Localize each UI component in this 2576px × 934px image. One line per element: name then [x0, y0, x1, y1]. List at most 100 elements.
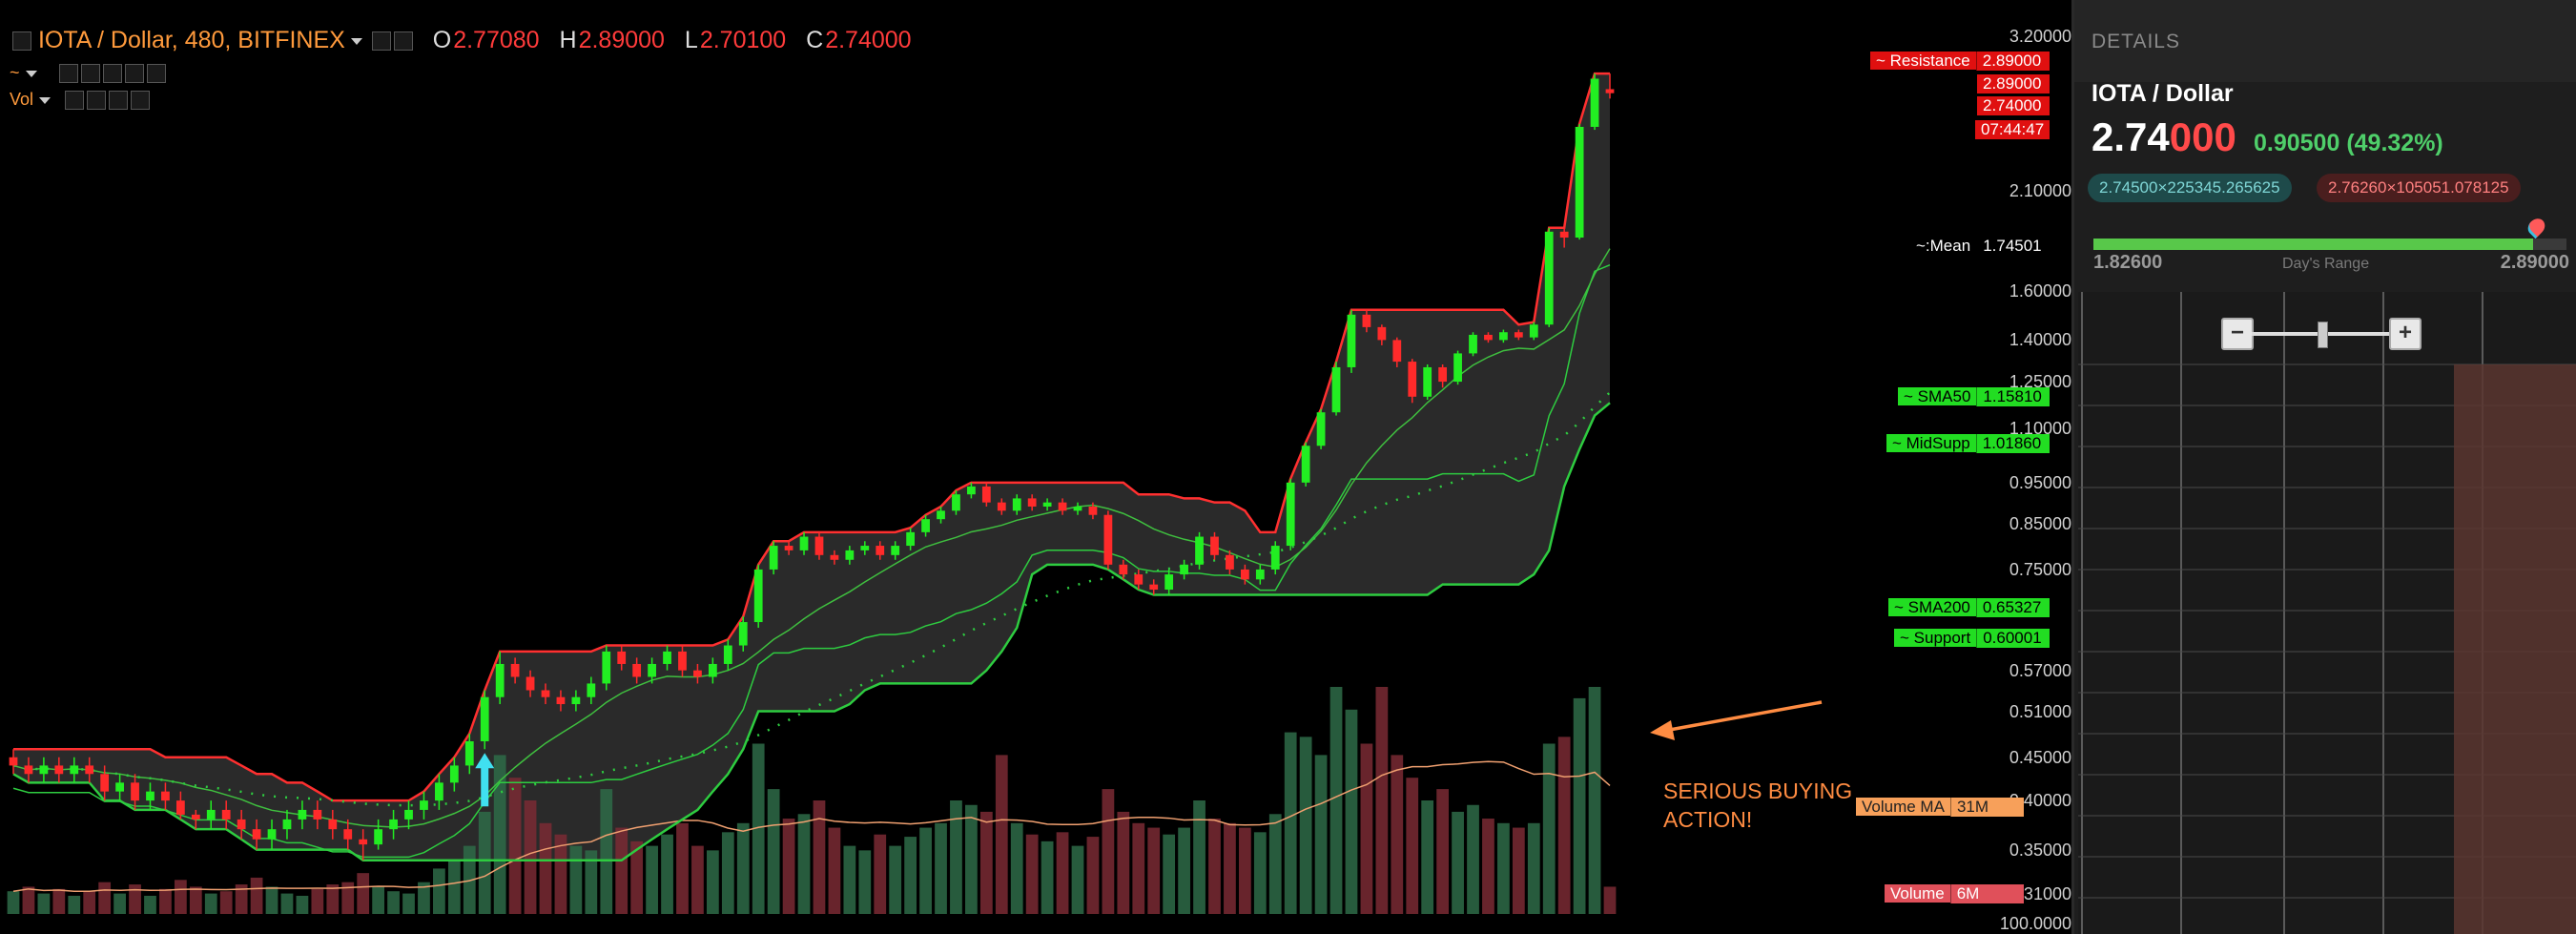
indicator-label[interactable]: ~ [10, 63, 20, 82]
candle [1027, 494, 1037, 511]
chart-panel[interactable]: IOTA / Dollar, 480, BITFINEX O2.77080 H2… [0, 0, 2071, 934]
zoom-control[interactable]: − + [2221, 318, 2421, 350]
symbol-title[interactable]: IOTA / Dollar, 480, BITFINEX [37, 27, 345, 53]
candle [85, 757, 94, 783]
candle-body [389, 819, 398, 830]
ohlc-open-value: 2.77080 [453, 27, 540, 53]
candle-body [1042, 502, 1052, 507]
collapse-icon[interactable] [12, 31, 31, 52]
candle-body [54, 765, 64, 775]
candle-body [799, 536, 809, 550]
axis-tick-label: 2.10000 [2009, 181, 2071, 201]
candle [1012, 494, 1021, 515]
candle-body [131, 782, 139, 801]
candle [495, 651, 505, 705]
candle [814, 531, 824, 560]
candle-body [1180, 564, 1188, 575]
candle [359, 829, 368, 861]
eye-icon[interactable] [58, 64, 78, 84]
candle [206, 800, 216, 830]
depth-chart[interactable]: − + [2078, 292, 2576, 934]
candle-body [1103, 514, 1113, 565]
axis-tick-label: 0.51000 [2009, 701, 2071, 721]
candle-body [1484, 334, 1493, 341]
candle [282, 809, 292, 840]
volume-bar [311, 888, 324, 914]
candle [997, 498, 1006, 515]
candle-body [1210, 536, 1219, 555]
close-icon[interactable] [146, 64, 166, 84]
volume-bar [1588, 687, 1601, 914]
volume-bar [1102, 789, 1115, 914]
candle-body [1559, 231, 1569, 239]
price-tag: 07:44:47 [1975, 120, 2050, 139]
candle-body [480, 696, 489, 742]
candle-body [1073, 506, 1082, 511]
candle-body [708, 663, 717, 677]
volume-legend[interactable]: Vol [10, 90, 151, 111]
candle-body [1590, 78, 1599, 127]
volume-bar [1360, 743, 1373, 914]
candle [1514, 329, 1523, 341]
symbol-legend: IOTA / Dollar, 480, BITFINEX O2.77080 H2… [10, 27, 912, 54]
volume-bar [493, 755, 506, 914]
candle-body [267, 829, 277, 840]
candle [252, 819, 261, 850]
settings-icon[interactable] [393, 31, 413, 52]
candle-body [39, 765, 49, 775]
plus-icon[interactable] [124, 64, 144, 84]
volume-bar [1284, 732, 1297, 914]
settings-icon[interactable] [80, 64, 100, 84]
volume-bar [676, 822, 689, 914]
candle [1453, 350, 1462, 385]
symbol-dropdown-icon[interactable] [350, 37, 362, 45]
volume-bar [7, 891, 20, 914]
candle-body [753, 569, 763, 623]
price-tag-value: 07:44:47 [1975, 120, 2050, 139]
indicator-legend[interactable]: ~ [10, 63, 166, 84]
zoom-slider-handle[interactable] [2318, 322, 2328, 348]
price-tag-label: ~ Support [1894, 629, 1977, 647]
volume-dropdown-icon[interactable] [39, 96, 52, 104]
volume-indicator-label[interactable]: Vol [10, 90, 34, 109]
settings-icon[interactable] [87, 91, 107, 111]
volume-bar [204, 893, 217, 914]
candle-body [404, 809, 413, 820]
candle-body [420, 800, 428, 810]
price-tag: 2.89000 [1977, 74, 2050, 93]
candle-body [343, 829, 353, 840]
candle [1559, 227, 1569, 248]
volume-bar [1253, 832, 1267, 914]
volume-axis-label: 100.0000 [1999, 914, 2071, 933]
candle-body [526, 676, 535, 691]
zoom-out-button[interactable]: − [2221, 318, 2254, 350]
candle [678, 645, 687, 677]
axis-tick-label: 0.85000 [2009, 513, 2071, 533]
candle-body [1316, 412, 1326, 446]
last-price-main: 2.74 [2092, 114, 2170, 159]
volume-tag-label: Volume MA [1856, 798, 1950, 816]
candle-body [1058, 502, 1067, 511]
volume-bar [296, 895, 309, 914]
price-tag-value: 1.15810 [1976, 387, 2050, 406]
ask-quote: 2.76260×105051.078125 [2317, 174, 2521, 202]
indicator-dropdown-icon[interactable] [25, 70, 37, 77]
volume-bar [661, 834, 673, 914]
eye-icon[interactable] [65, 91, 85, 111]
plus-icon[interactable] [109, 91, 129, 111]
candle [191, 809, 200, 830]
candle [541, 683, 550, 705]
volume-bar [1208, 819, 1221, 914]
axis-tick-label: 0.31000 [2009, 884, 2071, 904]
eye-icon[interactable] [371, 31, 391, 52]
price-chart[interactable] [0, 0, 2071, 934]
price-tag: ~ SMA200 0.65327 [1888, 598, 2050, 617]
zoom-in-button[interactable]: + [2389, 318, 2421, 350]
candle [24, 757, 33, 783]
source-icon[interactable] [102, 64, 122, 84]
axis-tick-label: 0.35000 [2009, 840, 2071, 860]
close-icon[interactable] [131, 91, 151, 111]
volume-bar [1603, 886, 1617, 914]
price-tag-value: 1.01860 [1975, 434, 2050, 453]
volume-bar [782, 819, 795, 914]
